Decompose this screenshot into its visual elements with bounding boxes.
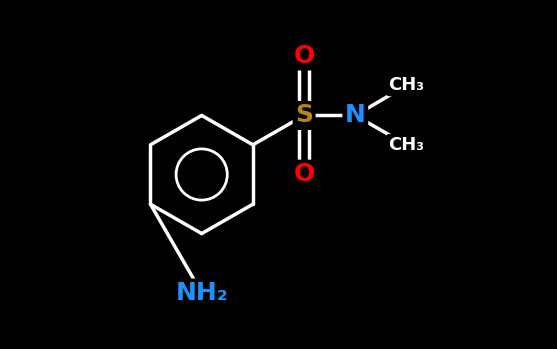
Text: O: O	[294, 44, 315, 68]
Text: O: O	[294, 162, 315, 186]
Text: NH₂: NH₂	[175, 281, 228, 305]
Text: CH₃: CH₃	[389, 76, 424, 94]
Text: CH₃: CH₃	[389, 136, 424, 154]
Text: N: N	[345, 103, 366, 127]
Text: S: S	[295, 103, 313, 127]
